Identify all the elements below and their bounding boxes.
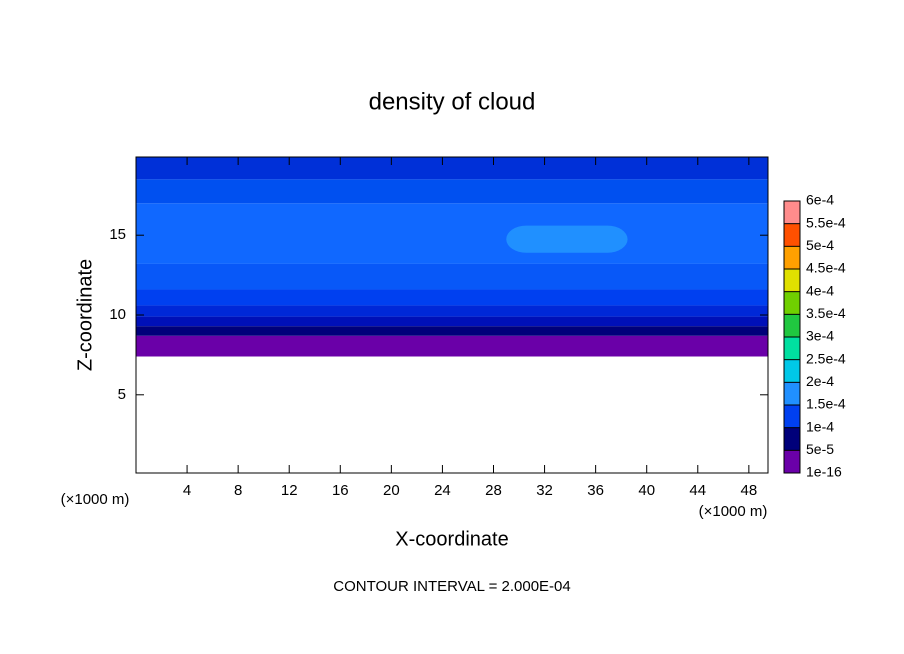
contour-layer	[136, 203, 768, 264]
x-tick-label: 20	[383, 482, 400, 499]
x-tick-label: 28	[485, 482, 502, 499]
x-tick-label: 36	[587, 482, 604, 499]
x-tick-label: 4	[183, 482, 191, 499]
colorbar-bin	[784, 246, 800, 269]
colorbar-bin	[784, 450, 800, 473]
contour-layer	[136, 263, 768, 290]
colorbar-label: 4.5e-4	[806, 260, 846, 276]
contour-layer	[136, 179, 768, 204]
y-tick-label: 15	[109, 226, 126, 243]
colorbar-bin	[784, 382, 800, 405]
colorbar-bin	[784, 427, 800, 451]
colorbar-label: 1e-4	[806, 418, 834, 434]
y-unit: (×1000 m)	[61, 491, 130, 508]
y-tick-label: 5	[118, 386, 126, 403]
x-unit: (×1000 m)	[699, 503, 768, 520]
x-tick-label: 48	[741, 482, 758, 499]
colorbar-label: 5e-5	[806, 441, 834, 457]
colorbar-label: 2e-4	[806, 373, 834, 389]
contour-layer	[136, 335, 768, 357]
contour-layer	[136, 316, 768, 327]
x-tick-label: 44	[689, 482, 706, 499]
colorbar-bin	[784, 337, 800, 360]
colorbar-label: 5.5e-4	[806, 214, 846, 230]
contour-layer	[136, 157, 768, 180]
colorbar-label: 2.5e-4	[806, 350, 846, 366]
footer: CONTOUR INTERVAL = 2.000E-04	[333, 578, 570, 595]
colorbar-bin	[784, 269, 800, 292]
contour-layer	[136, 305, 768, 317]
colorbar-bin	[784, 359, 800, 383]
colorbar-label: 6e-4	[806, 192, 834, 208]
colorbar-bin	[784, 405, 800, 428]
colorbar-bin	[784, 201, 800, 224]
colorbar-bin	[784, 223, 800, 247]
colorbar-label: 1e-16	[806, 464, 842, 480]
chart-title: density of cloud	[369, 88, 536, 115]
x-tick-label: 24	[434, 482, 451, 499]
colorbar-label: 3.5e-4	[806, 305, 846, 321]
y-tick-label: 10	[109, 306, 126, 323]
x-tick-label: 8	[234, 482, 242, 499]
colorbar-label: 5e-4	[806, 237, 834, 253]
contour-patch	[506, 225, 628, 253]
x-tick-label: 32	[536, 482, 553, 499]
colorbar-label: 1.5e-4	[806, 396, 846, 412]
x-tick-label: 16	[332, 482, 349, 499]
colorbar-bin	[784, 314, 800, 337]
contour-layer	[136, 326, 768, 336]
colorbar-label: 3e-4	[806, 328, 834, 344]
x-tick-label: 12	[281, 482, 298, 499]
contour-layer	[136, 289, 768, 306]
colorbar-bin	[784, 291, 800, 315]
colorbar-label: 4e-4	[806, 282, 834, 298]
y-axis-label: Z-coordinate	[74, 259, 96, 371]
x-axis-label: X-coordinate	[395, 528, 508, 550]
x-tick-label: 40	[638, 482, 655, 499]
